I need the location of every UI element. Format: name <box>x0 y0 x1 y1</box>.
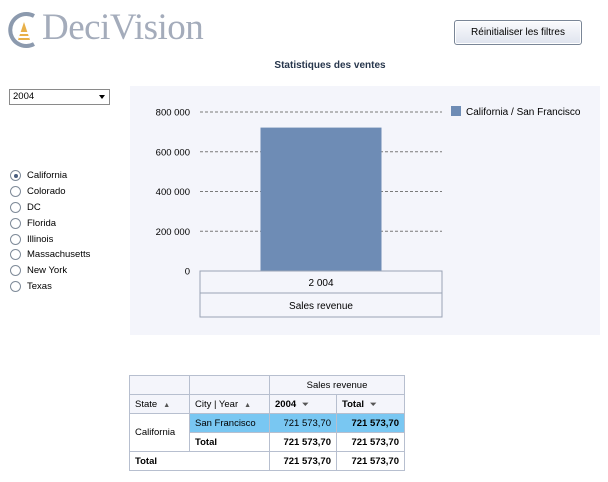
page-title: Statistiques des ventes <box>274 60 386 71</box>
sales-chart-svg: 0 200 000 400 000 600 000 800 000 2 004 Sales… <box>156 106 581 318</box>
subtotal-value: 721 573,70 <box>269 432 337 452</box>
y-axis-ticks: 0 200 000 400 000 600 000 800 000 <box>156 108 190 278</box>
state-option-label: California <box>27 170 68 182</box>
y-tick-label: 600 000 <box>156 147 190 158</box>
state-option-label: Massachusetts <box>27 249 91 261</box>
state-radio-list: California Colorado DC Florida Illinois … <box>10 168 90 294</box>
state-option-florida[interactable]: Florida <box>10 215 90 231</box>
grand-total-label: Total <box>129 451 270 471</box>
year-header-label: 2004 <box>275 398 297 410</box>
radio-button[interactable] <box>10 280 21 292</box>
x-axis-label: Sales revenue <box>289 301 353 312</box>
radio-button[interactable] <box>10 217 21 229</box>
state-column-header[interactable]: State ▲ <box>129 394 190 414</box>
radio-button[interactable] <box>10 233 21 245</box>
x-label-box <box>199 292 443 318</box>
bar-2004[interactable] <box>260 127 382 272</box>
state-option-texas[interactable]: Texas <box>10 279 90 295</box>
state-option-label: Florida <box>27 217 57 229</box>
x-tick-label: 2 004 <box>308 278 333 289</box>
measure-header: Sales revenue <box>269 375 405 395</box>
legend-swatch <box>451 106 461 116</box>
y-tick-label: 800 000 <box>156 108 190 119</box>
state-option-new-york[interactable]: New York <box>10 263 90 279</box>
year-select-value: 2004 <box>13 91 35 102</box>
sort-ascending-icon[interactable]: ▲ <box>163 401 171 409</box>
state-option-label: Texas <box>27 280 52 292</box>
x-axis: 2 004 Sales revenue <box>199 270 443 318</box>
logo-text: DeciVision <box>42 7 204 48</box>
state-row-header: California <box>129 413 190 452</box>
subtotal-total-value: 721 573,70 <box>336 432 405 452</box>
state-option-label: Illinois <box>27 233 54 245</box>
filter-icon[interactable]: ⏷ <box>302 399 309 409</box>
y-tick-label: 0 <box>185 267 190 278</box>
reset-filters-button[interactable]: Réinitialiser les filtres <box>454 20 582 45</box>
state-option-label: Colorado <box>27 186 66 198</box>
radio-button[interactable] <box>10 201 21 213</box>
state-option-label: DC <box>27 201 41 213</box>
state-header-label: State <box>135 398 158 410</box>
legend-label: California / San Francisco <box>466 107 581 118</box>
chevron-down-icon[interactable] <box>99 95 105 99</box>
decivision-logo: DeciVision <box>6 4 204 50</box>
state-option-massachusetts[interactable]: Massachusetts <box>10 247 90 263</box>
state-option-california[interactable]: California <box>10 168 90 184</box>
y-tick-label: 200 000 <box>156 227 190 238</box>
pivot-corner-cell <box>129 375 190 395</box>
logo-mark-icon <box>8 12 35 48</box>
grand-total-value: 721 573,70 <box>269 451 337 471</box>
y-tick-label: 400 000 <box>156 187 190 198</box>
radio-button[interactable] <box>10 186 21 198</box>
state-option-illinois[interactable]: Illinois <box>10 231 90 247</box>
chart-legend: California / San Francisco <box>451 106 581 118</box>
pivot-corner-cell <box>189 375 270 395</box>
radio-button[interactable] <box>10 265 21 277</box>
sales-chart: 0 200 000 400 000 600 000 800 000 2 004 Sales… <box>130 86 600 335</box>
bars <box>260 127 382 272</box>
city-row-header[interactable]: San Francisco <box>189 413 270 433</box>
subtotal-label: Total <box>189 432 270 452</box>
city-total-value: 721 573,70 <box>336 413 405 433</box>
pivot-table: Sales revenue State ▲ City | Year ▲ 2004 ⏷ … <box>129 375 405 471</box>
year-select[interactable]: 2004 <box>9 89 110 105</box>
city-year-column-header[interactable]: City | Year ▲ <box>189 394 270 414</box>
sort-ascending-icon[interactable]: ▲ <box>244 401 252 409</box>
radio-button[interactable] <box>10 249 21 261</box>
state-option-colorado[interactable]: Colorado <box>10 184 90 200</box>
total-header-label: Total <box>342 398 364 410</box>
filter-icon[interactable]: ⏷ <box>370 399 377 409</box>
city-year-header-label: City | Year <box>195 398 239 410</box>
state-option-label: New York <box>27 265 68 277</box>
city-year-value: 721 573,70 <box>269 413 337 433</box>
state-option-dc[interactable]: DC <box>10 200 90 216</box>
radio-button[interactable] <box>10 170 21 182</box>
total-column-header[interactable]: Total ⏷ <box>336 394 405 414</box>
year-column-header[interactable]: 2004 ⏷ <box>269 394 337 414</box>
grand-total-total-value: 721 573,70 <box>336 451 405 471</box>
